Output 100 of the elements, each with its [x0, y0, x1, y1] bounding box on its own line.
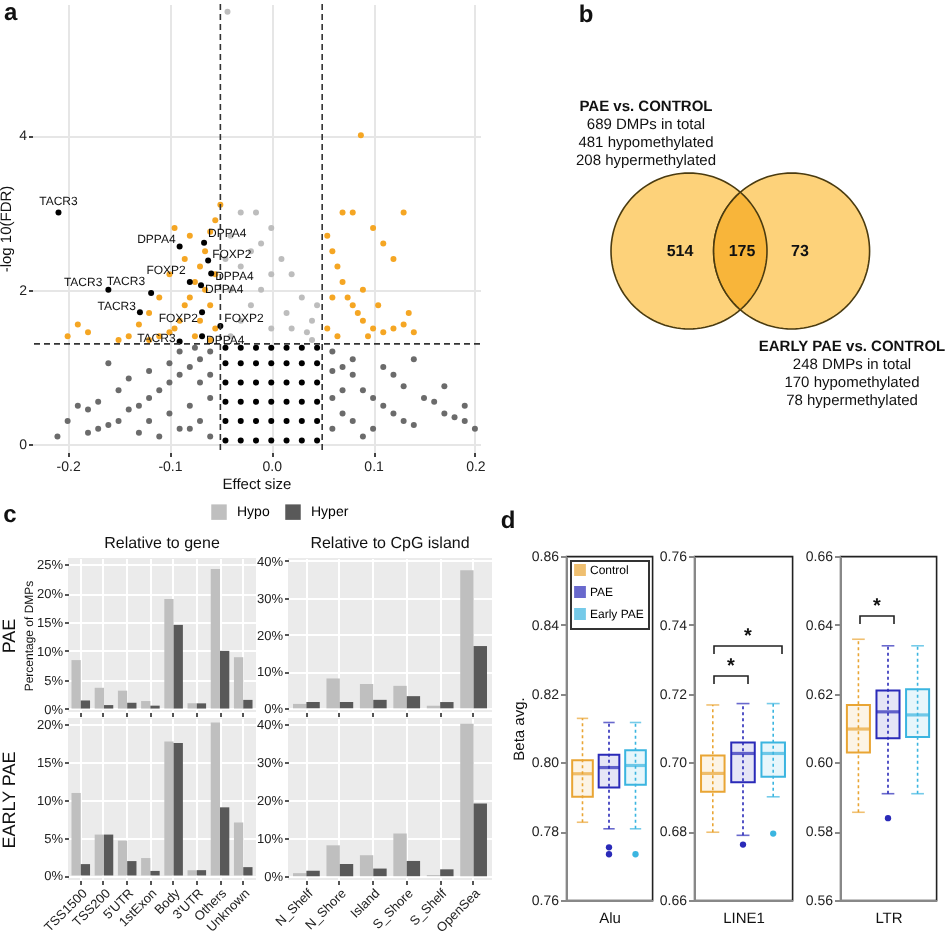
bar	[220, 807, 230, 876]
point	[283, 360, 290, 367]
point	[253, 344, 259, 351]
point	[181, 302, 188, 309]
point	[314, 437, 321, 444]
point	[288, 271, 295, 278]
point	[268, 344, 275, 351]
point	[380, 329, 387, 336]
point	[349, 209, 356, 216]
bar	[406, 860, 421, 877]
point	[205, 257, 212, 264]
bar	[210, 568, 221, 709]
point	[237, 209, 244, 216]
point	[115, 337, 122, 343]
point	[268, 360, 275, 367]
point	[283, 398, 290, 405]
point	[156, 294, 163, 301]
point	[298, 294, 305, 301]
point	[222, 398, 229, 405]
point	[199, 333, 206, 340]
bar	[326, 678, 340, 709]
point	[334, 333, 341, 340]
point	[324, 325, 331, 332]
bar	[393, 685, 407, 709]
point	[309, 337, 315, 343]
point	[400, 209, 407, 216]
bar	[80, 700, 91, 709]
bar	[117, 690, 128, 709]
point	[222, 379, 229, 386]
point	[314, 379, 321, 386]
point	[298, 398, 305, 405]
text: a	[4, 0, 18, 26]
data-label: 73	[791, 242, 810, 260]
bar	[306, 702, 320, 709]
bar	[103, 834, 114, 876]
point	[359, 286, 366, 293]
annotation: *	[744, 626, 752, 648]
bar	[440, 869, 454, 877]
bar	[233, 822, 244, 876]
point	[329, 294, 336, 301]
point	[298, 360, 305, 367]
data-label: 514	[666, 242, 695, 260]
bar	[127, 702, 137, 709]
point	[105, 286, 112, 293]
point	[410, 329, 417, 336]
text: c	[3, 500, 17, 528]
point	[258, 286, 265, 293]
bar	[164, 741, 174, 876]
point	[222, 437, 229, 444]
bar	[196, 870, 207, 876]
point	[268, 398, 275, 405]
point	[201, 239, 208, 246]
bar	[173, 624, 183, 709]
text: d	[500, 506, 516, 534]
point	[136, 309, 143, 316]
annotation: *	[873, 596, 881, 618]
point	[349, 302, 356, 309]
point	[278, 255, 285, 262]
bar	[306, 870, 320, 877]
point	[237, 398, 244, 405]
bar	[233, 657, 244, 709]
point	[247, 302, 254, 309]
point	[253, 418, 259, 425]
bar	[150, 870, 160, 876]
data-label: 175	[728, 242, 757, 260]
point	[329, 248, 336, 255]
point	[283, 437, 290, 444]
chart-title: Relative to gene	[104, 534, 220, 552]
point	[222, 360, 229, 367]
point	[237, 263, 244, 270]
point	[268, 225, 275, 231]
point	[314, 344, 321, 351]
point	[125, 333, 132, 340]
point	[400, 321, 407, 328]
point	[283, 379, 290, 386]
point	[212, 217, 219, 224]
bar	[141, 858, 151, 876]
point	[283, 344, 290, 351]
bar	[243, 867, 253, 876]
point	[334, 263, 341, 270]
point	[148, 289, 155, 296]
point	[55, 209, 62, 216]
point	[298, 437, 305, 444]
point	[339, 279, 346, 286]
point	[298, 344, 305, 351]
point	[375, 302, 382, 309]
point	[85, 329, 91, 336]
point	[64, 333, 71, 340]
point	[324, 232, 331, 239]
point	[186, 279, 193, 286]
bar	[326, 845, 340, 877]
bar	[173, 742, 183, 876]
point	[253, 379, 259, 386]
bar	[141, 701, 151, 709]
bar	[473, 646, 487, 709]
bar	[406, 696, 421, 709]
point	[314, 418, 321, 425]
point	[268, 325, 275, 332]
point	[303, 329, 310, 336]
bar	[71, 792, 81, 876]
